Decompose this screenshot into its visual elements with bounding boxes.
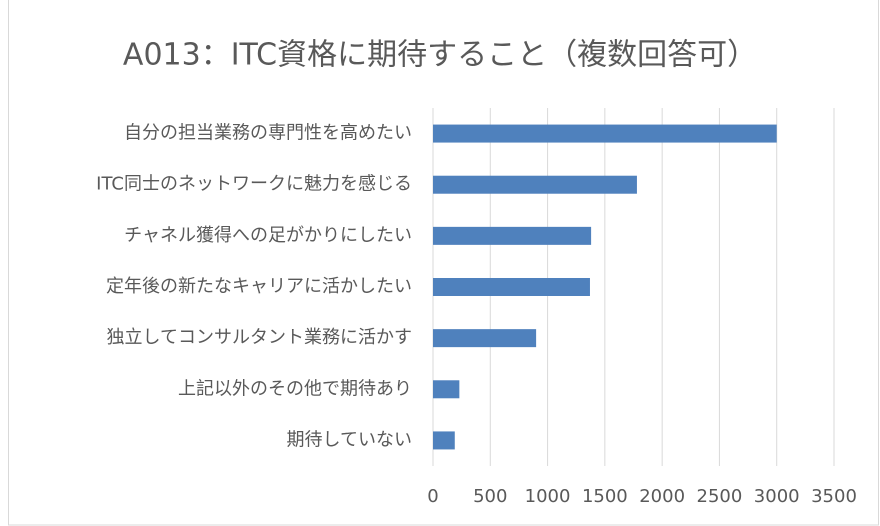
bar [433,329,537,348]
x-tick-label: 3500 [811,486,857,507]
y-tick-label: 上記以外のその他で期待あり [178,378,412,399]
x-tick-label: 3000 [754,486,800,507]
x-tick-label: 1000 [525,486,571,507]
bar [433,124,777,143]
y-tick-label: 自分の担当業務の専門性を高めたい [124,123,412,144]
y-tick-label: ITC同士のネットワークに魅力を感じる [96,174,412,195]
bar [433,175,637,194]
x-tick-label: 2500 [697,486,743,507]
x-tick-label: 0 [427,486,438,507]
bar [433,278,590,296]
y-tick-label: 期待していない [287,429,412,450]
bar [433,431,455,450]
y-tick-label: 独立してコンサルタント業務に活かす [107,327,412,348]
y-tick-label: 定年後の新たなキャリアに活かしたい [106,276,412,297]
x-tick-label: 500 [473,486,507,507]
x-tick-label: 2000 [639,486,685,507]
bar [433,226,592,245]
chart-title: A013：ITC資格に期待すること（複数回答可） [123,38,757,73]
y-tick-label: チャネル獲得への足がかりにしたい [124,225,412,246]
x-tick-label: 1500 [582,486,628,507]
bar [433,380,460,399]
